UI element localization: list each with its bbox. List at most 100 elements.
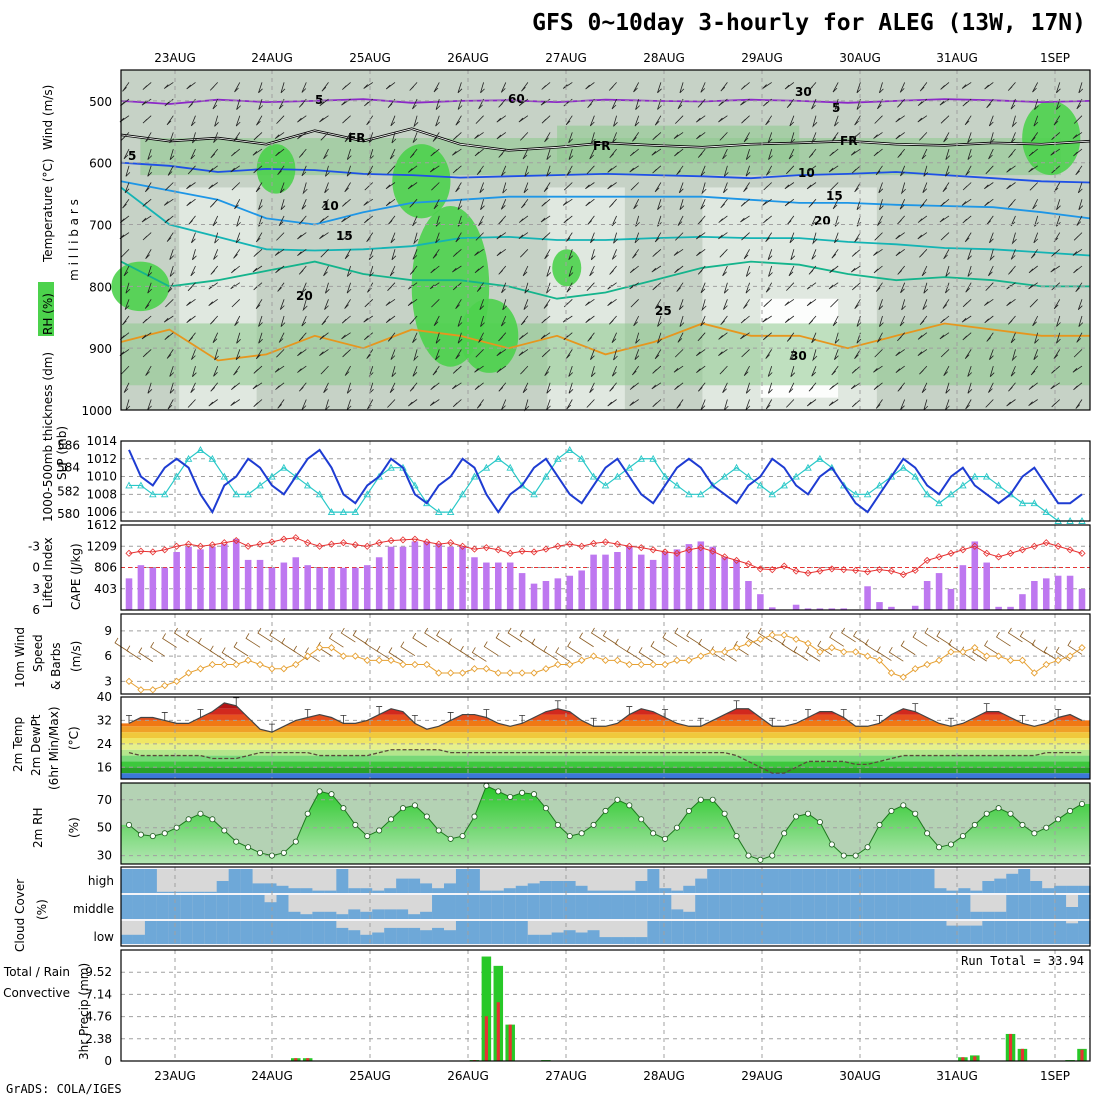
wind-barb: [873, 382, 883, 391]
thickness-point: [160, 490, 169, 498]
wind-barb: [830, 182, 839, 191]
cloud-cell-middle: [216, 895, 230, 919]
wind-barb: [654, 115, 662, 126]
wind-barb: [767, 365, 773, 377]
wind10m-speed-point: [768, 631, 776, 639]
cloud-cell-high: [563, 881, 577, 893]
lifted-index-point: [554, 542, 562, 550]
wind-barb: [762, 82, 772, 89]
cloud-cell-high: [826, 869, 840, 893]
cloud-cell-low: [850, 921, 864, 944]
wind-barb: [346, 282, 352, 294]
wind-barb: [498, 332, 507, 342]
wind-barb: [255, 299, 263, 309]
wind-barb: [276, 232, 285, 241]
wind-barb: [457, 199, 463, 210]
wind-barb: [635, 98, 640, 110]
lifted-index-point: [578, 542, 586, 550]
wind-barb: [940, 232, 950, 241]
temp-minmax-bar: [1019, 714, 1026, 724]
wind-barb: [696, 132, 706, 140]
lifted-index-point: [387, 537, 395, 545]
cloud-cell-middle: [898, 895, 912, 919]
wind-barb: [297, 365, 307, 373]
wind-barb: [919, 198, 928, 209]
wind10m-speed-point: [173, 677, 181, 686]
cape-bar: [530, 583, 538, 610]
wind-barb: [674, 382, 684, 391]
wind-barb: [1010, 215, 1016, 227]
wind10m-speed-point: [363, 656, 371, 664]
wind-barb: [546, 148, 552, 160]
lifted-index-point: [292, 534, 300, 542]
wind-barb: [389, 148, 396, 160]
cloud-cell-low: [276, 921, 290, 944]
cape-bar: [816, 608, 824, 610]
thickness-point: [339, 508, 348, 516]
wind-barb: [455, 349, 462, 360]
wind-barb: [1073, 265, 1083, 274]
lifted-index-point: [339, 539, 347, 547]
wind-barb: [435, 332, 441, 344]
rh-point: [233, 838, 240, 845]
wind-barb: [540, 215, 551, 223]
wind-barb: [763, 332, 772, 341]
wind10m-barb: [352, 630, 368, 645]
pressure-tick: 900: [89, 342, 112, 356]
wind10m-speed-point: [625, 660, 633, 669]
wind10m-barb: [936, 631, 952, 646]
cloud-cell-bg: [599, 869, 613, 893]
temp-band: [121, 738, 1090, 744]
wind-barb: [808, 82, 817, 91]
cloud-cell-middle: [874, 895, 888, 919]
wind10m-tick: 6: [104, 649, 112, 663]
cloud-cell-low: [755, 921, 768, 944]
wind-barb: [412, 132, 418, 143]
wind-barb: [790, 365, 796, 377]
wind-barb: [697, 382, 706, 392]
rh-point: [816, 819, 823, 826]
cloud-cell-bg: [671, 869, 684, 893]
wind-barb: [321, 198, 329, 209]
wind-barb: [784, 82, 795, 90]
rh-point: [662, 835, 669, 842]
wind-barb: [940, 115, 950, 124]
rh-point: [947, 841, 954, 848]
rh-point: [590, 821, 597, 828]
cloud-cell-middle: [276, 895, 290, 919]
wind-barb: [812, 115, 818, 128]
wind-barb: [635, 215, 640, 227]
wind-barb: [209, 198, 218, 208]
wind-barb: [700, 199, 706, 210]
rh-saturated-area: [460, 298, 519, 373]
panel-frame: [120, 613, 1091, 695]
wind-barb: [408, 399, 418, 407]
wind-barb: [939, 215, 950, 223]
wind-barb: [325, 282, 330, 294]
rh-point: [864, 844, 871, 851]
wind-barb: [657, 315, 662, 327]
rh-tick: 70: [97, 793, 112, 807]
cloud-cell-middle: [922, 895, 936, 919]
wind-barb: [919, 365, 928, 375]
cloud-cell-low: [970, 925, 983, 944]
wind-barb: [435, 215, 441, 227]
cloud-cell-low: [599, 937, 613, 944]
wind-barb: [720, 315, 728, 325]
wind-barb: [1076, 98, 1083, 110]
wind-barb: [518, 332, 529, 340]
cloud-cell-low: [1066, 923, 1079, 944]
lifted-index-point: [566, 540, 574, 548]
wind10m-speed-point: [125, 677, 133, 686]
wind-barb: [1072, 365, 1083, 373]
wind-barb: [279, 299, 285, 310]
wind-barb: [413, 349, 419, 362]
rh-point: [197, 810, 204, 817]
wind-barb: [565, 115, 573, 126]
wind-barb: [167, 399, 174, 410]
cloud-cell-middle: [707, 895, 720, 919]
wind-barb: [390, 232, 396, 244]
wind-barb: [851, 132, 861, 141]
wind-barb: [1073, 115, 1083, 124]
cape-bar: [602, 554, 609, 610]
